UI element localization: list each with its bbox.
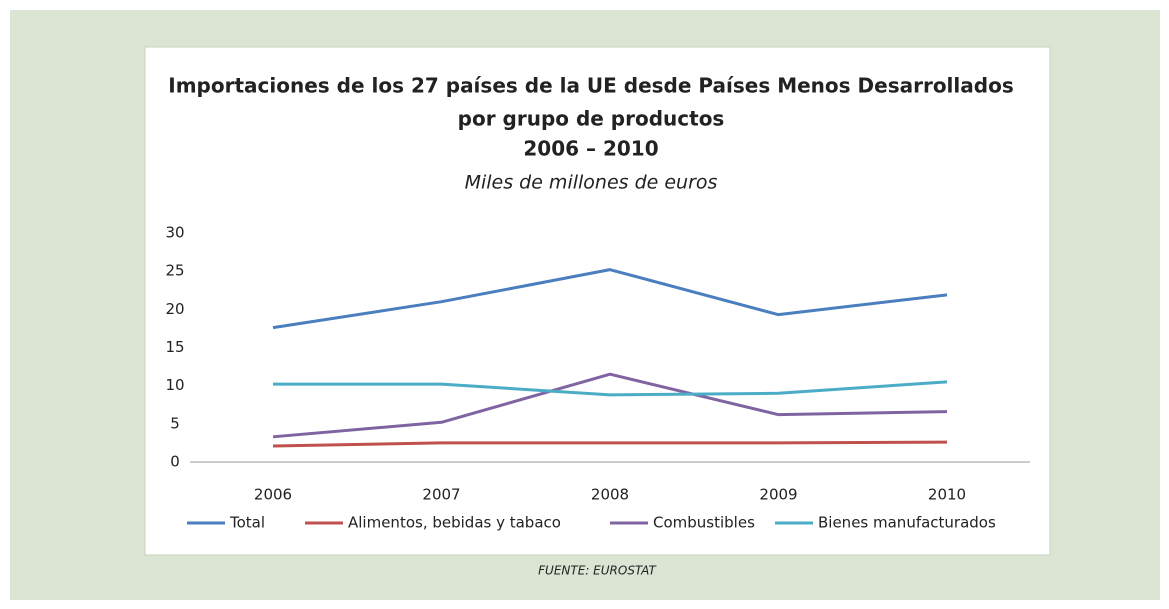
legend-label: Alimentos, bebidas y tabaco: [348, 514, 561, 532]
chart-title: Importaciones de los 27 países de la UE …: [168, 74, 1013, 98]
x-tick-label: 2006: [254, 486, 292, 504]
y-tick-label: 25: [165, 262, 184, 280]
legend-label: Combustibles: [653, 514, 755, 532]
chart-title: por grupo de productos: [458, 107, 725, 131]
x-tick-label: 2010: [928, 486, 966, 504]
y-tick-label: 20: [165, 300, 184, 318]
chart-subtitle: Miles de millones de euros: [465, 172, 718, 194]
series-line: [272, 268, 948, 330]
legend-label: Total: [229, 514, 265, 532]
y-tick-label: 10: [165, 376, 184, 394]
series-line: [272, 372, 948, 439]
x-tick-label: 2008: [591, 486, 629, 504]
y-tick-label: 15: [165, 338, 184, 356]
chart-title: 2006 – 2010: [523, 137, 658, 161]
legend-label: Bienes manufacturados: [818, 514, 996, 532]
x-tick-label: 2007: [422, 486, 460, 504]
source: FUENTE: EUROSTAT: [538, 564, 657, 578]
y-tick-label: 0: [170, 453, 180, 471]
y-tick-label: 5: [170, 414, 180, 432]
x-tick-label: 2009: [759, 486, 797, 504]
series-line: [272, 440, 948, 448]
y-tick-label: 30: [165, 224, 184, 242]
series-line: [273, 380, 948, 397]
